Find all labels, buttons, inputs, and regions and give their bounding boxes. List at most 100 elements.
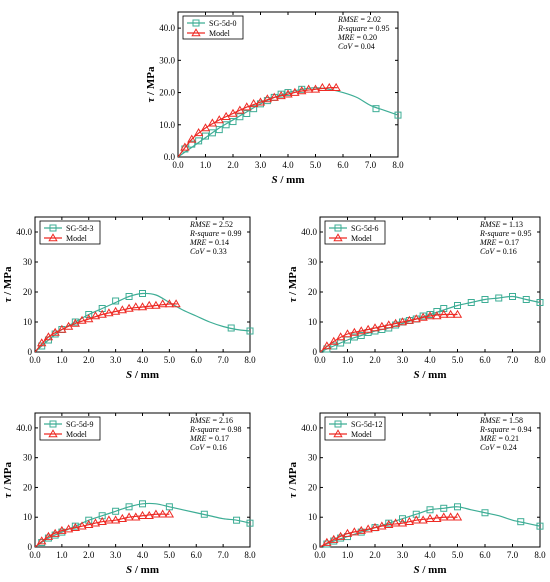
- stat-name: CoV: [480, 443, 495, 452]
- stat-name: R-square: [479, 229, 509, 238]
- data-point: [139, 500, 146, 508]
- x-tick-label: 8.0: [392, 160, 404, 170]
- y-tick-label: 0: [28, 542, 33, 552]
- data-point: [37, 338, 47, 347]
- data-point: [283, 89, 293, 98]
- stat-name: R-square: [479, 425, 509, 434]
- y-tick-label: 10: [23, 512, 33, 522]
- x-axis-title: S / mm: [126, 564, 159, 576]
- x-tick-label: 5.0: [164, 550, 176, 560]
- data-point: [229, 118, 237, 126]
- data-point: [509, 293, 516, 300]
- legend-marker: [191, 28, 201, 37]
- series-experiment: [178, 85, 402, 157]
- data-point: [394, 111, 402, 119]
- y-tick-label: 0: [28, 347, 33, 357]
- x-axis-variable: S: [413, 369, 419, 381]
- data-point: [322, 341, 332, 350]
- stat-value: = 0.24: [494, 443, 517, 452]
- stat-line: CoV = 0.16: [190, 443, 227, 452]
- data-point: [63, 524, 74, 533]
- stat-line: MRE = 0.21: [479, 434, 519, 443]
- data-point: [200, 510, 208, 518]
- data-point: [536, 522, 544, 530]
- x-tick-label: 8.0: [244, 550, 256, 560]
- data-point: [481, 296, 489, 303]
- stat-name: MRE: [479, 434, 497, 443]
- y-tick-label: 10: [308, 317, 318, 327]
- series-model: [320, 309, 463, 352]
- legend-label: Model: [66, 430, 88, 439]
- data-point: [349, 327, 360, 336]
- data-point: [399, 515, 406, 523]
- y-tick-label: 20: [308, 482, 318, 492]
- data-point: [151, 300, 161, 309]
- data-point: [356, 525, 366, 534]
- legend-label: Model: [209, 29, 231, 38]
- data-point: [397, 317, 408, 326]
- x-tick-label: 4.0: [424, 550, 436, 560]
- data-point: [445, 512, 456, 521]
- stat-line: RMSE = 2.16: [189, 416, 233, 425]
- data-point: [180, 142, 190, 151]
- y-tick-label: 30.0: [159, 55, 175, 65]
- stat-value: = 0.98: [219, 425, 242, 434]
- x-tick-label: 5.0: [452, 550, 464, 560]
- legend-marker: [333, 429, 343, 438]
- legend-label: Model: [351, 234, 373, 243]
- data-point: [452, 309, 463, 318]
- data-point: [84, 314, 94, 323]
- data-point: [215, 126, 223, 134]
- x-axis-unit: / mm: [420, 564, 447, 576]
- data-point: [171, 299, 181, 308]
- series-experiment: [320, 293, 544, 353]
- data-point: [227, 324, 235, 332]
- data-point: [137, 302, 148, 311]
- legend-marker: [334, 420, 342, 428]
- x-axis-title: S / mm: [271, 174, 304, 186]
- legend-marker: [48, 233, 58, 242]
- y-axis-variable: τ: [287, 492, 299, 498]
- data-point: [440, 504, 448, 512]
- y-tick-label: 10: [308, 512, 318, 522]
- stat-line: RMSE = 1.58: [479, 416, 523, 425]
- x-tick-label: 2.0: [83, 355, 95, 365]
- stat-name: R-square: [189, 229, 219, 238]
- x-tick-label: 5.0: [452, 355, 464, 365]
- data-point: [246, 327, 254, 335]
- y-tick-label: 10: [23, 317, 33, 327]
- data-point: [390, 318, 401, 327]
- series-experiment: [35, 290, 254, 352]
- x-tick-label: 4.0: [137, 355, 149, 365]
- data-point: [454, 503, 461, 511]
- data-point: [151, 509, 161, 518]
- y-axis-unit: / MPa: [2, 461, 14, 493]
- data-point: [335, 332, 346, 341]
- y-tick-label: 0: [313, 542, 318, 552]
- data-point: [269, 92, 279, 101]
- y-tick-label: 40.0: [16, 423, 32, 433]
- stat-line: MRE = 0.14: [189, 238, 229, 247]
- data-point: [517, 518, 525, 526]
- chart-panel-5: 0.0 1.0 2.0 3.0 4.0 5.0 6.0 7.0 8.0 0 10 20 30 40.0 S …: [287, 412, 546, 576]
- data-point: [432, 513, 442, 523]
- data-point: [335, 531, 346, 540]
- data-point: [214, 115, 224, 124]
- stat-value: = 0.16: [494, 247, 517, 256]
- legend-marker: [49, 224, 57, 232]
- x-tick-label: 0.0: [314, 355, 326, 365]
- stat-line: R-square = 0.99: [189, 229, 242, 238]
- legend-label: SG-5d-12: [351, 420, 383, 429]
- stat-name: RMSE: [479, 220, 501, 229]
- x-tick-label: 7.0: [218, 355, 230, 365]
- series-line: [35, 502, 250, 547]
- data-point: [117, 305, 128, 314]
- stat-value: = 2.16: [210, 416, 233, 425]
- stat-value: = 0.99: [219, 229, 242, 238]
- y-axis-title: τ / MPa: [287, 461, 299, 498]
- stat-line: CoV = 0.16: [480, 247, 517, 256]
